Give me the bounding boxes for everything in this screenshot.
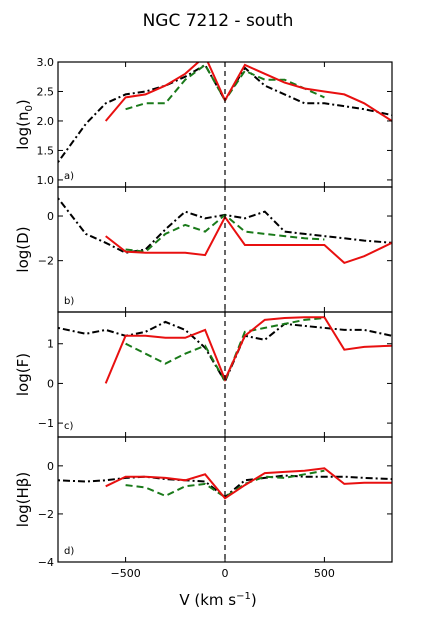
x-tick-label: −500: [110, 567, 140, 580]
x-tick-label: 500: [314, 567, 335, 580]
panel-a: 1.0 1.5 2.0 2.5 3.0 a) log(n0): [14, 56, 393, 188]
panel-b: −2 0 b) log(D): [14, 186, 393, 313]
y-axis-label-subscript: 0: [24, 105, 35, 111]
y-tick-label: −2: [38, 255, 54, 268]
y-tick-label: −1: [38, 417, 54, 430]
series-line-2: [125, 469, 325, 499]
y-tick-label: 1: [47, 338, 54, 351]
x-axis-label-exponent: −1: [236, 591, 251, 602]
y-axis-label: log(D): [14, 226, 32, 272]
x-axis-label-close: ): [251, 591, 257, 609]
y-axis-label-main: log(D): [14, 226, 32, 272]
y-axis-label-main: log(n: [14, 112, 32, 150]
y-tick-label: 0: [47, 210, 54, 223]
y-tick-label: 2.5: [37, 85, 55, 98]
y-axis-label: log(F): [14, 353, 32, 396]
y-tick-label: 0: [47, 377, 54, 390]
y-tick-label: 1.0: [37, 174, 55, 187]
series-line-3: [104, 62, 392, 122]
series-line-1: [58, 63, 392, 163]
y-axis-label-main: log(F): [14, 353, 32, 396]
y-axis-label: log(Hβ): [14, 472, 32, 527]
y-axis-label: log(n0): [14, 99, 35, 149]
panels: 1.01.52.02.53.0a)log(n0)−20b)log(D)−101c…: [14, 56, 393, 580]
y-tick-label: 2.0: [37, 115, 55, 128]
series-line-2: [125, 317, 325, 384]
panel-c: −1 0 1 c) log(F): [14, 311, 393, 438]
y-tick-label: 0: [47, 460, 54, 473]
y-tick-label: −2: [38, 508, 54, 521]
y-tick-label: 3.0: [37, 56, 55, 69]
x-tick-label: 0: [222, 567, 229, 580]
panel-tag: d): [64, 546, 74, 557]
x-axis-label-main: V (km s: [179, 591, 236, 609]
series-line-3: [105, 467, 392, 500]
chart-title: NGC 7212 - south: [143, 11, 294, 31]
panel-tag: c): [64, 421, 73, 432]
y-tick-label: −4: [38, 556, 54, 569]
series-line-3: [105, 215, 392, 265]
y-tick-label: 1.5: [37, 144, 55, 157]
panel-tag: b): [64, 296, 74, 307]
series-line-3: [104, 316, 392, 384]
y-axis-label-main: log(Hβ): [14, 472, 32, 527]
y-axis-label-close: ): [14, 99, 32, 105]
panel-tag: a): [64, 171, 74, 182]
panel-d: −4 −2 0 −500 0 500 d) log(Hβ): [14, 436, 393, 580]
x-axis-label: V (km s−1): [179, 591, 256, 609]
